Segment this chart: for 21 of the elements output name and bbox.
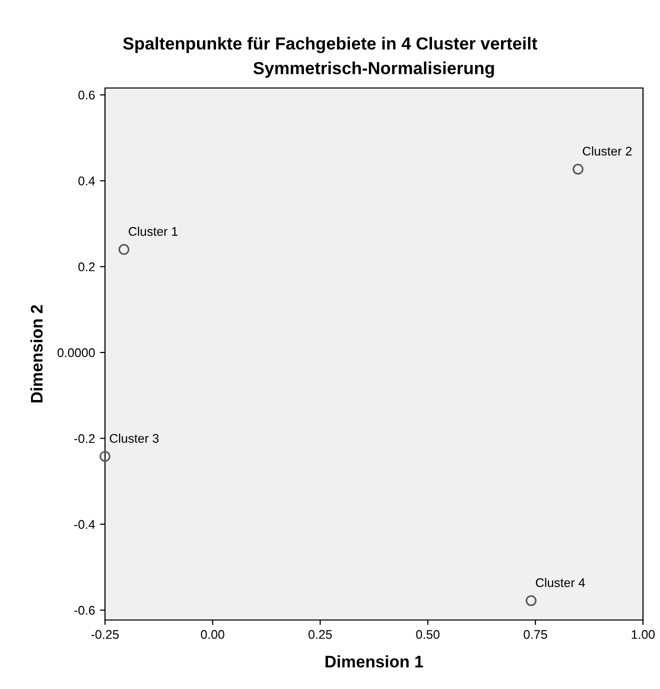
chart-subtitle: Symmetrisch-Normalisierung — [253, 62, 494, 78]
x-tick-label: -0.25 — [91, 630, 119, 639]
annotation: Cluster 3 — [110, 434, 159, 443]
annotation: Cluster 4 — [536, 578, 585, 588]
chart-title: Spaltenpunkte für Fachgebiete in 4 Cluster verteilt — [123, 36, 538, 54]
annotation: Cluster 2 — [582, 146, 632, 156]
y-tick-label: 0.2 — [78, 262, 95, 272]
x-tick-label: 0.50 — [416, 630, 440, 639]
annotation: Cluster 1 — [128, 226, 178, 236]
y-tick-label: -0.6 — [74, 606, 95, 615]
y-tick-label: 0.0000 — [58, 348, 95, 358]
x-tick-label: 0.25 — [308, 630, 332, 639]
x-axis-title: Dimension 1 — [326, 655, 424, 668]
y-tick-label: -0.4 — [74, 520, 95, 529]
y-tick-label: 0.4 — [78, 176, 95, 186]
x-tick-label: 0.75 — [524, 630, 548, 639]
x-tick-label: 1.00 — [632, 630, 655, 639]
y-tick-label: -0.2 — [74, 434, 95, 444]
y-axis-title: Dimension 2 — [30, 305, 43, 402]
x-tick-label: 0.00 — [200, 630, 224, 639]
y-tick-label: 0.6 — [78, 90, 95, 100]
